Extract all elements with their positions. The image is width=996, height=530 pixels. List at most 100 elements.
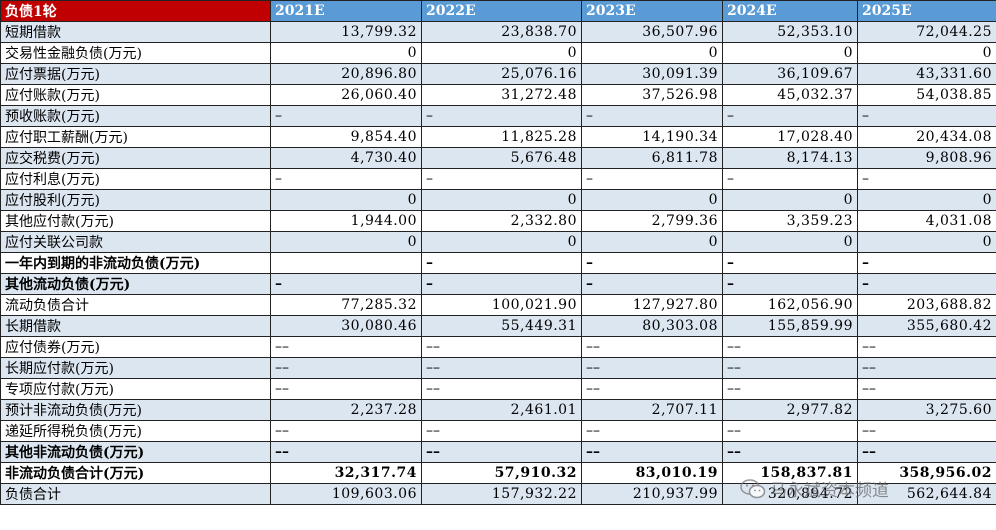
table-row: 短期借款 13,799.32 23,838.70 36,507.96 52,353.10… xyxy=(0,21,996,43)
table-cell: 37,526.98 xyxy=(581,84,723,106)
table-cell xyxy=(270,252,422,274)
table-cell: 0 xyxy=(421,231,582,253)
table-row: 一年内到期的非流动负债(万元) – – – – xyxy=(0,252,996,274)
table-row: 长期借款 30,080.46 55,449.31 80,303.08 155,859.9… xyxy=(0,315,996,337)
table-row: 长期应付款(万元) –– –– –– –– –– xyxy=(0,357,996,379)
table-cell: –– xyxy=(722,336,858,358)
row-label: 其他应付款(万元) xyxy=(0,210,271,232)
table-cell: – xyxy=(857,252,996,274)
table-row: 其他应付款(万元) 1,944.00 2,332.80 2,799.36 3,359.2… xyxy=(0,210,996,232)
table-cell: 2,332.80 xyxy=(421,210,582,232)
table-cell: 80,303.08 xyxy=(581,315,723,337)
table-row: 专项应付款(万元) –– –– –– –– –– xyxy=(0,378,996,400)
column-header-2024: 2024E xyxy=(722,0,858,22)
table-cell: 23,838.70 xyxy=(421,21,582,43)
table-cell: –– xyxy=(270,336,422,358)
row-label: 短期借款 xyxy=(0,21,271,43)
table-cell: – xyxy=(722,168,858,190)
table-cell: 20,434.08 xyxy=(857,126,996,148)
table-cell: –– xyxy=(722,378,858,400)
table-cell: 4,031.08 xyxy=(857,210,996,232)
table-cell: 0 xyxy=(857,42,996,64)
table-cell: 30,091.39 xyxy=(581,63,723,85)
row-label: 应付职工薪酬(万元) xyxy=(0,126,271,148)
table-cell: – xyxy=(722,252,858,274)
table-cell: –– xyxy=(857,378,996,400)
table-cell: 0 xyxy=(270,231,422,253)
table-cell: 0 xyxy=(857,231,996,253)
table-cell: 0 xyxy=(421,42,582,64)
table-cell: 11,825.28 xyxy=(421,126,582,148)
table-body: 短期借款 13,799.32 23,838.70 36,507.96 52,353.10… xyxy=(0,21,996,505)
table-cell: 0 xyxy=(581,42,723,64)
table-cell: 54,038.85 xyxy=(857,84,996,106)
row-label: 负债合计 xyxy=(0,483,271,505)
liabilities-table: 负债1轮 2021E 2022E 2023E 2024E 2025E 短期借款 1… xyxy=(0,0,996,505)
table-cell: –– xyxy=(270,357,422,379)
table-cell: 158,837.81 xyxy=(722,462,858,484)
table-cell: 2,977.82 xyxy=(722,399,858,421)
table-cell: 3,359.23 xyxy=(722,210,858,232)
table-cell: – xyxy=(270,273,422,295)
table-cell: –– xyxy=(421,378,582,400)
table-cell: –– xyxy=(421,441,582,463)
row-label: 预收账款(万元) xyxy=(0,105,271,127)
table-cell: 8,174.13 xyxy=(722,147,858,169)
table-row: 应付票据(万元) 20,896.80 25,076.16 30,091.39 36,10… xyxy=(0,63,996,85)
table-cell: – xyxy=(421,105,582,127)
table-cell: 155,859.99 xyxy=(722,315,858,337)
table-cell: –– xyxy=(581,357,723,379)
table-cell: – xyxy=(857,273,996,295)
table-cell: 1,944.00 xyxy=(270,210,422,232)
table-cell: 0 xyxy=(270,189,422,211)
row-label: 一年内到期的非流动负债(万元) xyxy=(0,252,271,274)
row-label: 专项应付款(万元) xyxy=(0,378,271,400)
table-row: 负债合计 109,603.06 157,932.22 210,937.99 320,89… xyxy=(0,483,996,505)
watermark: 马永斌资本频道 xyxy=(740,476,889,501)
row-label: 应付账款(万元) xyxy=(0,84,271,106)
row-label: 递延所得税负债(万元) xyxy=(0,420,271,442)
table-row: 应交税费(万元) 4,730.40 5,676.48 6,811.78 8,174.13… xyxy=(0,147,996,169)
wechat-icon xyxy=(740,478,766,498)
table-cell: 9,854.40 xyxy=(270,126,422,148)
table-row: 预计非流动负债(万元) 2,237.28 2,461.01 2,707.11 2,977… xyxy=(0,399,996,421)
table-cell: 0 xyxy=(421,189,582,211)
table-row: 应付账款(万元) 26,060.40 31,272.48 37,526.98 45,03… xyxy=(0,84,996,106)
table-cell: – xyxy=(581,168,723,190)
table-cell: 210,937.99 xyxy=(581,483,723,505)
table-cell: 562,644.84 xyxy=(857,483,996,505)
table-cell: 5,676.48 xyxy=(421,147,582,169)
table-cell: 20,896.80 xyxy=(270,63,422,85)
table-cell: –– xyxy=(421,357,582,379)
row-label: 应付债券(万元) xyxy=(0,336,271,358)
table-cell: 2,707.11 xyxy=(581,399,723,421)
table-cell: – xyxy=(270,105,422,127)
table-cell: 0 xyxy=(581,189,723,211)
table-row: 非流动负债合计(万元) 32,317.74 57,910.32 83,010.19 15… xyxy=(0,462,996,484)
row-label: 交易性金融负债(万元) xyxy=(0,42,271,64)
watermark-text: 马永斌资本频道 xyxy=(770,481,889,501)
table-cell: 6,811.78 xyxy=(581,147,723,169)
table-cell: 57,910.32 xyxy=(421,462,582,484)
table-cell: – xyxy=(722,105,858,127)
table-cell: 0 xyxy=(857,189,996,211)
table-cell: 14,190.34 xyxy=(581,126,723,148)
row-label: 应付股利(万元) xyxy=(0,189,271,211)
table-cell: –– xyxy=(581,336,723,358)
column-header-2025: 2025E xyxy=(857,0,996,22)
table-cell: –– xyxy=(421,336,582,358)
row-label: 流动负债合计 xyxy=(0,294,271,316)
row-label: 应付关联公司款 xyxy=(0,231,271,253)
row-label: 应付票据(万元) xyxy=(0,63,271,85)
table-cell: 355,680.42 xyxy=(857,315,996,337)
header-row: 负债1轮 2021E 2022E 2023E 2024E 2025E xyxy=(0,0,996,22)
table-cell: –– xyxy=(857,441,996,463)
table-cell: 45,032.37 xyxy=(722,84,858,106)
table-row: 递延所得税负债(万元) –– –– –– –– –– xyxy=(0,420,996,442)
table-cell: – xyxy=(581,252,723,274)
table-row: 应付股利(万元) 0 0 0 0 0 xyxy=(0,189,996,211)
table-cell: –– xyxy=(581,441,723,463)
table-cell: 13,799.32 xyxy=(270,21,422,43)
table-cell: 26,060.40 xyxy=(270,84,422,106)
table-row: 其他非流动负债(万元) –– –– –– –– –– xyxy=(0,441,996,463)
